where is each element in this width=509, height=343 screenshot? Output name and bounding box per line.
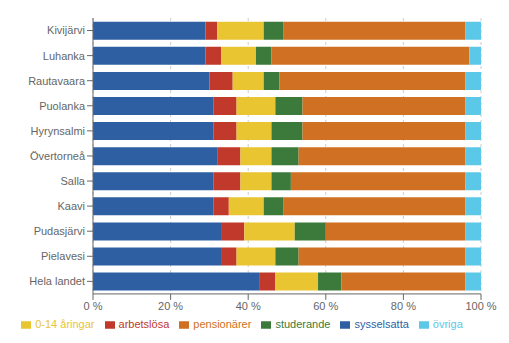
svg-text:80 %: 80 % [391,300,416,312]
svg-text:100 %: 100 % [465,300,496,312]
svg-text:Övertorneå: Övertorneå [30,150,86,162]
svg-text:Pudasjärvi: Pudasjärvi [34,225,85,237]
svg-text:Puolanka: Puolanka [39,100,86,112]
svg-text:0 %: 0 % [84,300,103,312]
svg-text:40 %: 40 % [236,300,261,312]
html-text:0-14 åringar: 0-14 åringar [35,317,95,330]
svg-text:Pielavesi: Pielavesi [41,250,85,262]
svg-text:Hela landet: Hela landet [29,275,85,287]
svg-text:Rautavaara: Rautavaara [28,75,86,87]
html-text:sysselsatta: sysselsatta [354,317,409,330]
html-text:arbetslösa: arbetslösa [118,317,170,330]
svg-text:Hyrynsalmi: Hyrynsalmi [31,125,85,137]
svg-text:Luhanka: Luhanka [43,50,86,62]
html-text:pensionärer: pensionärer [193,317,252,330]
svg-text:20 %: 20 % [158,300,183,312]
svg-text:Salla: Salla [61,175,86,187]
html-text:övriga: övriga [432,317,463,330]
svg-text:Kaavi: Kaavi [57,200,85,212]
svg-text:60 %: 60 % [313,300,338,312]
svg-text:Kivijärvi: Kivijärvi [47,24,85,36]
html-text:studerande: studerande [275,317,331,330]
